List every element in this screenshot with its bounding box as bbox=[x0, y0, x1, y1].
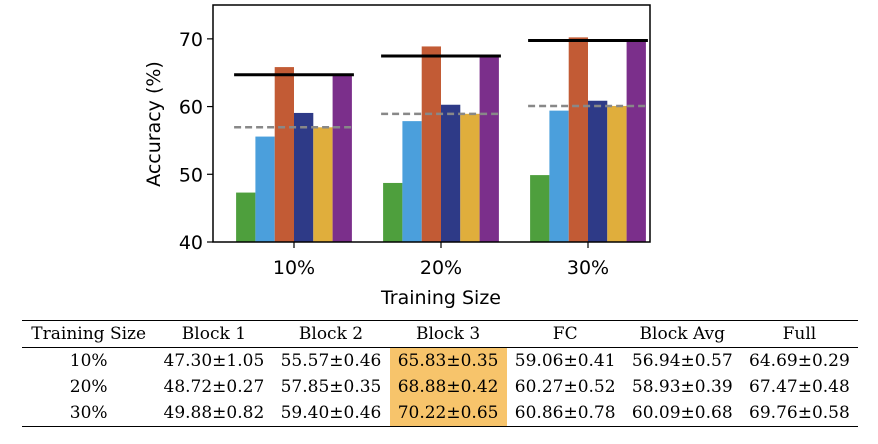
cell-training-size: 10% bbox=[69, 351, 108, 371]
accuracy-bar-chart: 40 50 60 70 10% 20% 30% Training Size Accurac… bbox=[143, 4, 651, 309]
header-block-1: Block 1 bbox=[181, 324, 247, 344]
table-row: 30% 49.88±0.82 59.40±0.46 70.22±0.65 60.… bbox=[22, 400, 858, 427]
cell-block-3: 65.83±0.35 bbox=[389, 347, 507, 374]
bar-fc-10pct bbox=[294, 112, 314, 242]
plot-frame bbox=[212, 4, 651, 243]
x-axis-label: Training Size bbox=[380, 287, 501, 309]
y-axis-ticks: 40 50 60 70 bbox=[179, 29, 213, 254]
header-block-avg: Block Avg bbox=[639, 324, 726, 344]
cell-training-size: 30% bbox=[69, 403, 108, 423]
y-tick-label: 60 bbox=[179, 97, 203, 119]
y-tick-label: 70 bbox=[179, 29, 203, 51]
bar-block-avg-10pct bbox=[313, 127, 333, 242]
header-block-3: Block 3 bbox=[415, 324, 481, 344]
y-tick-label: 40 bbox=[179, 232, 203, 254]
bar-block-1-10pct bbox=[236, 192, 256, 242]
bar-block-1-30pct bbox=[530, 175, 550, 242]
bar-fc-20pct bbox=[441, 104, 461, 243]
header-full: Full bbox=[782, 324, 817, 344]
x-tick-label: 30% bbox=[567, 257, 609, 279]
results-table: Training Size Block 1 Block 2 Block 3 FC… bbox=[22, 320, 858, 427]
cell-block-2: 59.40±0.46 bbox=[280, 403, 382, 423]
bar-block-2-10pct bbox=[255, 136, 275, 242]
cell-full: 64.69±0.29 bbox=[749, 351, 850, 371]
header-training-size: Training Size bbox=[31, 324, 147, 344]
cell-block-2: 57.85±0.35 bbox=[280, 377, 382, 397]
x-tick-label: 10% bbox=[273, 257, 315, 279]
bar-block-3-10pct bbox=[274, 67, 294, 242]
cell-block-avg: 56.94±0.57 bbox=[631, 351, 733, 371]
table-header: Training Size Block 1 Block 2 Block 3 FC… bbox=[22, 320, 858, 348]
y-tick-label: 50 bbox=[179, 164, 203, 186]
x-tick-label: 20% bbox=[420, 257, 462, 279]
y-axis-label: Accuracy (%) bbox=[143, 61, 165, 187]
table-row: 20% 48.72±0.27 57.85±0.35 68.88±0.42 60.… bbox=[22, 374, 858, 400]
bar-block-3-20pct bbox=[421, 46, 441, 242]
bar-block-avg-20pct bbox=[460, 113, 480, 242]
table-header-row: Training Size Block 1 Block 2 Block 3 FC… bbox=[22, 320, 858, 348]
cell-fc: 60.27±0.52 bbox=[514, 377, 616, 397]
reference-lines-layer bbox=[234, 38, 648, 129]
cell-full: 69.76±0.58 bbox=[749, 403, 850, 423]
bar-fc-30pct bbox=[588, 100, 608, 242]
bar-block-1-20pct bbox=[383, 182, 403, 242]
cell-block-2: 55.57±0.46 bbox=[280, 351, 382, 371]
x-axis-ticks: 10% 20% 30% bbox=[273, 242, 609, 279]
cell-block-3: 70.22±0.65 bbox=[389, 400, 507, 427]
bar-full-10pct bbox=[332, 74, 352, 242]
cell-fc: 59.06±0.41 bbox=[514, 351, 616, 371]
header-block-2: Block 2 bbox=[298, 324, 364, 344]
cell-block-1: 48.72±0.27 bbox=[163, 377, 265, 397]
cell-block-3: 68.88±0.42 bbox=[389, 374, 507, 400]
table-body: 10% 47.30±1.05 55.57±0.46 65.83±0.35 59.… bbox=[22, 347, 858, 427]
cell-block-1: 47.30±1.05 bbox=[163, 351, 265, 371]
header-fc: FC bbox=[552, 324, 578, 344]
bar-full-30pct bbox=[626, 40, 646, 243]
cell-block-avg: 58.93±0.39 bbox=[631, 377, 733, 397]
table-row: 10% 47.30±1.05 55.57±0.46 65.83±0.35 59.… bbox=[22, 347, 858, 374]
bar-block-2-20pct bbox=[402, 121, 422, 242]
bar-block-2-30pct bbox=[549, 110, 569, 242]
cell-full: 67.47±0.48 bbox=[749, 377, 850, 397]
cell-block-1: 49.88±0.82 bbox=[163, 403, 265, 423]
bar-block-avg-30pct bbox=[607, 105, 627, 243]
cell-training-size: 20% bbox=[69, 377, 108, 397]
bar-full-20pct bbox=[479, 55, 499, 242]
bar-block-3-30pct bbox=[568, 37, 588, 243]
cell-fc: 60.86±0.78 bbox=[514, 403, 616, 423]
bars-layer bbox=[236, 37, 646, 243]
cell-block-avg: 60.09±0.68 bbox=[631, 403, 733, 423]
